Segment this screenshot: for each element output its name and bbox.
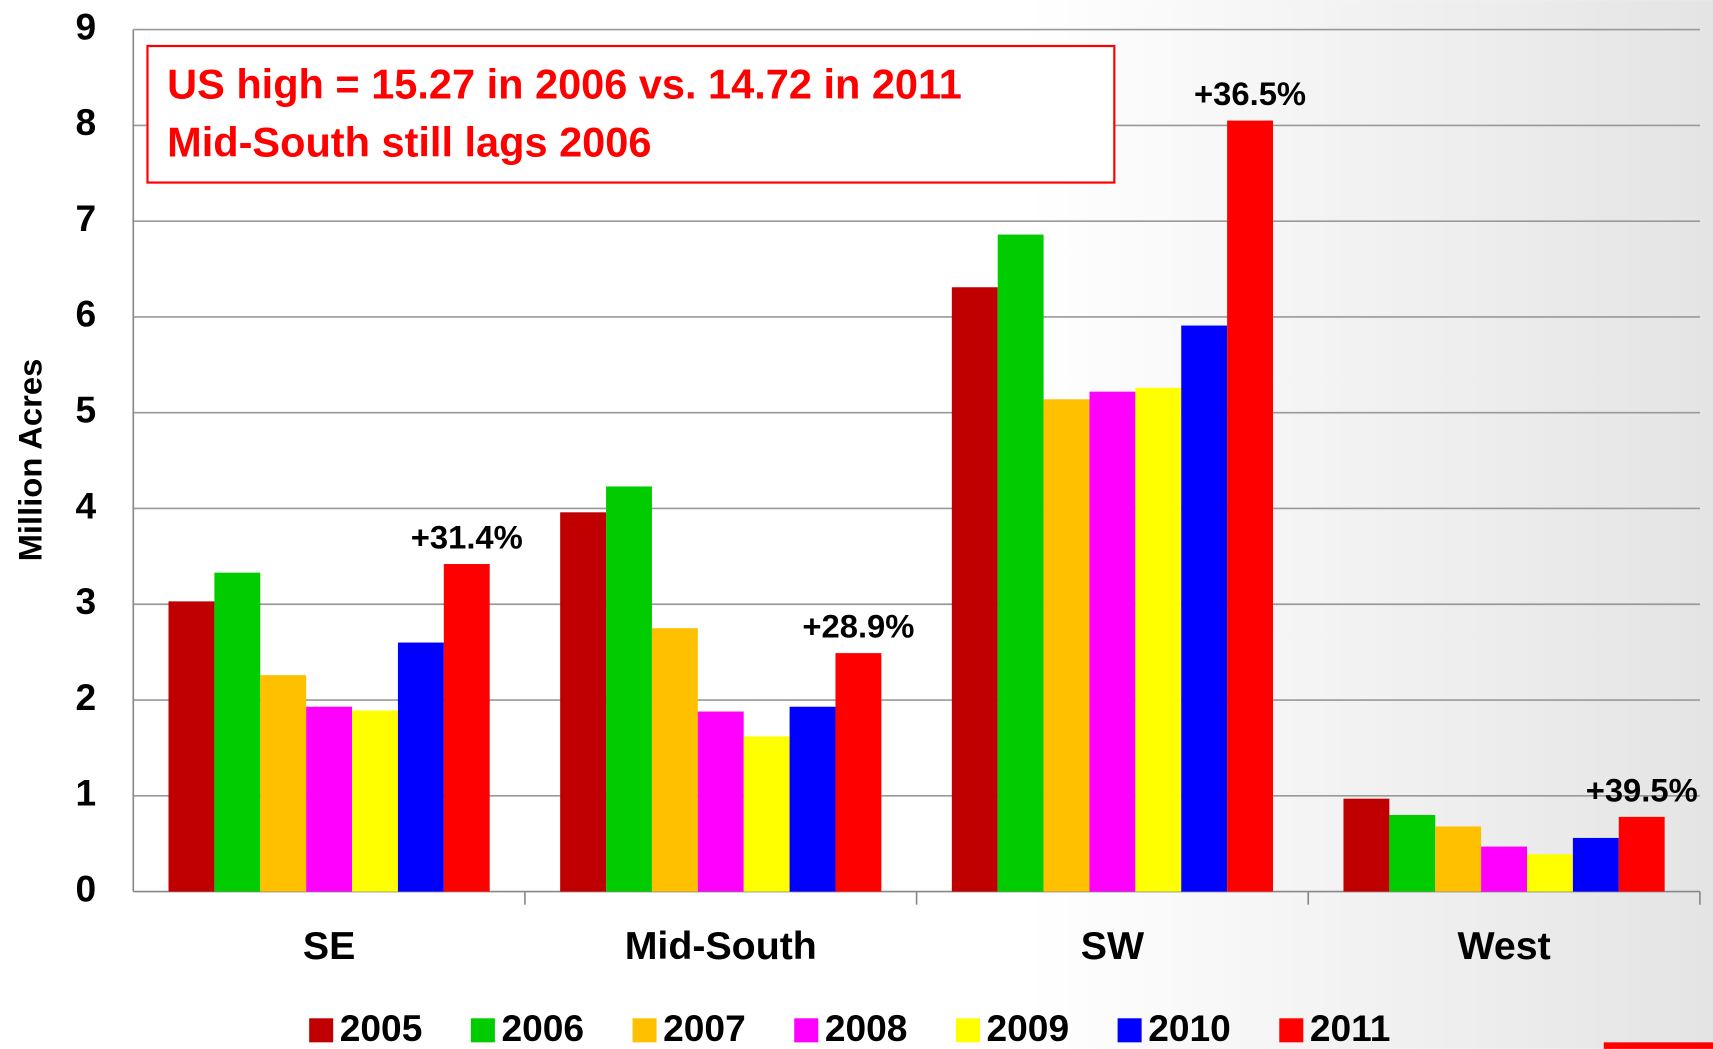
legend-label: 2007 — [663, 1007, 746, 1049]
bar — [606, 486, 652, 892]
legend-label: 2011 — [1310, 1007, 1391, 1049]
y-tick-label: 7 — [75, 197, 96, 239]
annotation: +31.4% — [411, 519, 523, 556]
x-tick-label: SE — [303, 924, 355, 968]
bar — [443, 564, 490, 892]
bar — [352, 710, 398, 892]
bar — [1043, 399, 1090, 892]
bar — [1181, 325, 1228, 892]
bar — [651, 628, 698, 892]
legend-swatch — [632, 1018, 657, 1043]
x-tick-label: SW — [1081, 924, 1145, 968]
bar — [214, 572, 261, 892]
bar — [260, 675, 307, 892]
bar — [789, 706, 836, 892]
bar — [743, 736, 790, 892]
x-tick-label: Mid-South — [625, 924, 817, 968]
bar — [168, 601, 215, 892]
y-tick-label: 1 — [75, 772, 96, 814]
note-text: US high = 15.27 in 2006 vs. 14.72 in 201… — [167, 60, 962, 107]
legend-swatch — [309, 1018, 334, 1043]
bar — [560, 512, 607, 892]
y-tick-label: 3 — [75, 580, 96, 622]
annotation: +28.9% — [802, 608, 914, 645]
legend-swatch — [1117, 1018, 1142, 1043]
legend-label: 2008 — [825, 1007, 908, 1049]
y-axis-label: Million Acres — [11, 359, 48, 562]
legend-swatch — [470, 1018, 495, 1043]
bar — [306, 706, 353, 892]
bar — [1343, 798, 1390, 892]
legend-swatch — [955, 1018, 980, 1043]
legend-swatch — [1279, 1018, 1304, 1043]
note-text: Mid-South still lags 2006 — [167, 118, 651, 165]
legend-swatch — [794, 1018, 819, 1043]
bar — [697, 711, 744, 892]
annotation: +36.5% — [1194, 75, 1306, 112]
bar — [1389, 814, 1436, 892]
y-tick-label: 9 — [75, 5, 96, 47]
y-tick-label: 4 — [75, 484, 96, 526]
bar — [397, 642, 444, 892]
y-tick-label: 8 — [75, 101, 96, 143]
bar — [1527, 854, 1573, 892]
bar — [1572, 837, 1619, 892]
bar — [1135, 387, 1182, 892]
y-tick-label: 6 — [75, 293, 96, 335]
y-tick-label: 2 — [75, 676, 96, 718]
legend-label: 2010 — [1148, 1007, 1231, 1049]
decoration — [1603, 1042, 1713, 1049]
legend-label: 2009 — [987, 1007, 1070, 1049]
legend-label: 2005 — [340, 1007, 423, 1049]
bar — [1435, 826, 1482, 892]
x-tick-label: West — [1457, 924, 1550, 968]
y-tick-label: 0 — [75, 867, 96, 909]
bar — [951, 287, 998, 892]
bar — [997, 234, 1044, 892]
bar — [1618, 816, 1665, 892]
legend-label: 2006 — [501, 1007, 584, 1049]
bar — [1227, 120, 1274, 892]
bar — [1089, 391, 1136, 892]
bar — [835, 653, 882, 892]
bar — [1481, 846, 1528, 892]
note-box — [146, 44, 1116, 184]
y-tick-label: 5 — [75, 389, 96, 431]
annotation: +39.5% — [1586, 771, 1698, 808]
